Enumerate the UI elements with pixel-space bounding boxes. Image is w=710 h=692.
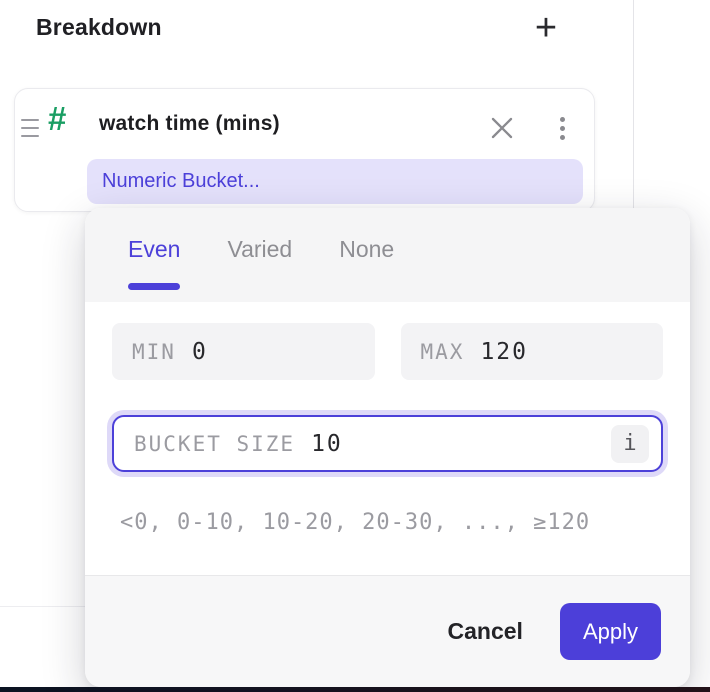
bucket-size-input[interactable]: BUCKET SIZE 10 i bbox=[112, 415, 663, 472]
max-label: MAX bbox=[420, 339, 465, 364]
field-title: watch time (mins) bbox=[99, 112, 280, 135]
min-value: 0 bbox=[191, 338, 208, 365]
underlying-chart-strip bbox=[0, 687, 710, 692]
popover-body: MIN 0 MAX 120 BUCKET SIZE 10 i <0, 0-10,… bbox=[85, 323, 690, 535]
underlying-panel-edge bbox=[0, 606, 85, 607]
more-options-icon[interactable] bbox=[547, 111, 577, 145]
add-breakdown-button[interactable]: + bbox=[524, 4, 568, 52]
close-icon[interactable] bbox=[485, 111, 519, 145]
tab-varied[interactable]: Varied bbox=[227, 208, 292, 302]
info-icon[interactable]: i bbox=[611, 424, 649, 463]
numeric-field-icon: # bbox=[48, 100, 67, 137]
drag-handle-icon[interactable] bbox=[21, 117, 39, 139]
bucket-mode-tabs: Even Varied None bbox=[85, 208, 690, 302]
bucket-size-value: 10 bbox=[311, 430, 343, 457]
min-label: MIN bbox=[132, 339, 176, 364]
page-title: Breakdown bbox=[36, 14, 162, 40]
cancel-button[interactable]: Cancel bbox=[442, 617, 529, 646]
numeric-bucket-selector[interactable]: Numeric Bucket... bbox=[87, 159, 583, 204]
bucket-preview: <0, 0-10, 10-20, 20-30, ..., ≥120 bbox=[120, 510, 591, 535]
min-input[interactable]: MIN 0 bbox=[112, 323, 375, 380]
breakdown-card: # watch time (mins) Numeric Bucket... bbox=[14, 88, 595, 212]
tab-even[interactable]: Even bbox=[128, 208, 181, 302]
panel-divider bbox=[633, 0, 634, 210]
apply-button[interactable]: Apply bbox=[559, 603, 661, 660]
tab-none[interactable]: None bbox=[339, 208, 394, 302]
max-input[interactable]: MAX 120 bbox=[400, 323, 663, 380]
numeric-bucket-popover: Even Varied None MIN 0 MAX 120 BUCKET SI… bbox=[85, 208, 690, 687]
popover-footer: Cancel Apply bbox=[85, 575, 690, 687]
max-value: 120 bbox=[480, 338, 528, 365]
bucket-size-label: BUCKET SIZE bbox=[134, 431, 296, 456]
